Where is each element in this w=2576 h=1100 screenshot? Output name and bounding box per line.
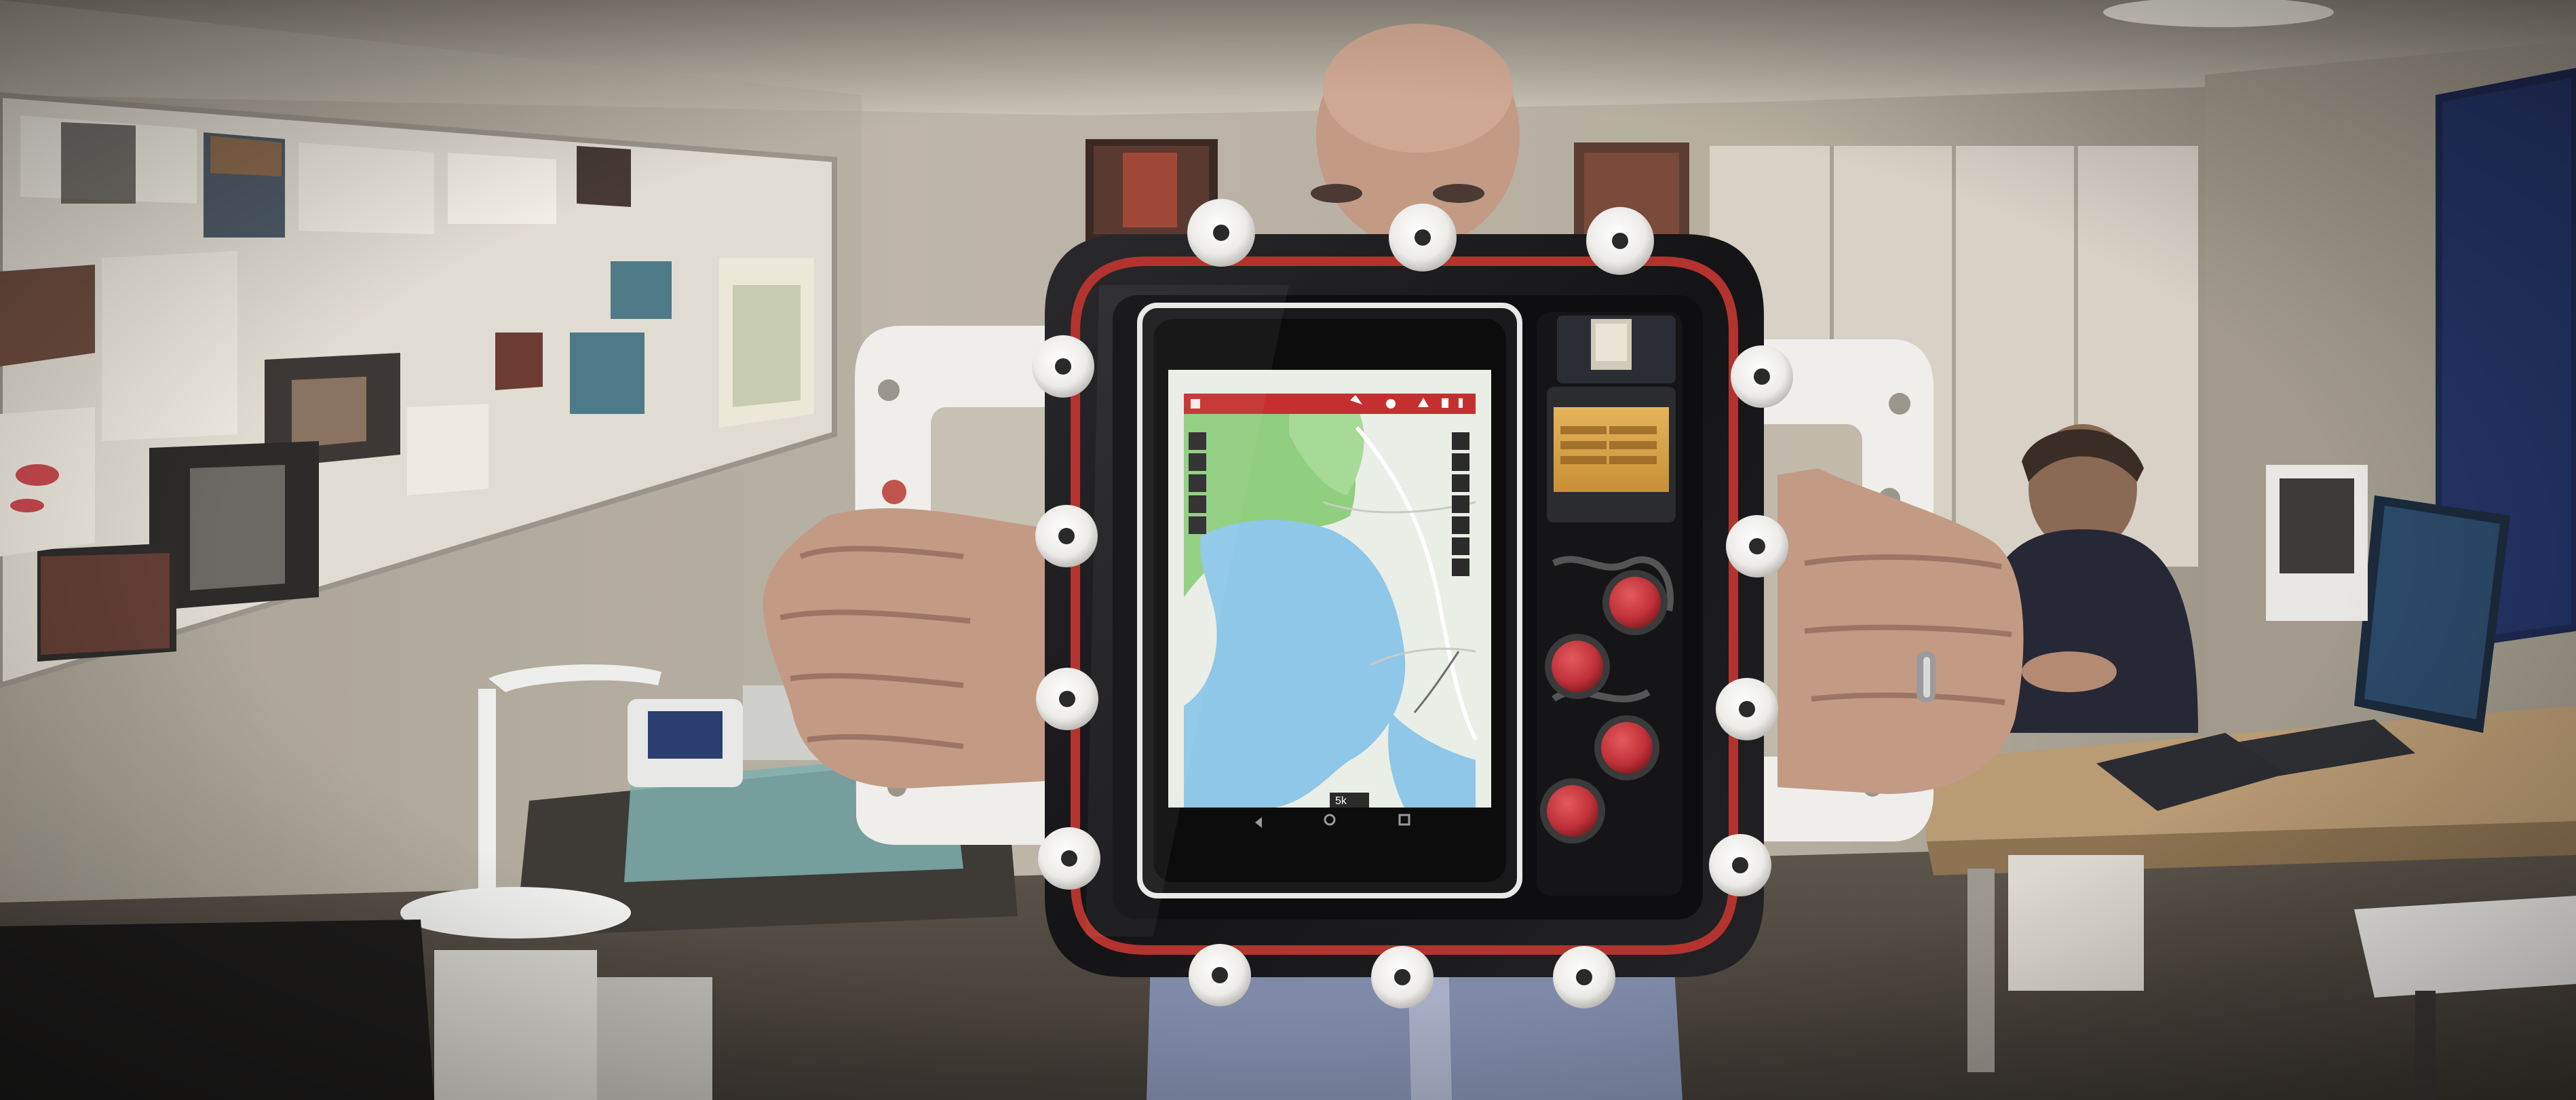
scene-illustration: 5k: [0, 0, 2576, 1100]
photo-scene: 5k: [0, 0, 2576, 1100]
vignette: [0, 0, 2576, 1100]
